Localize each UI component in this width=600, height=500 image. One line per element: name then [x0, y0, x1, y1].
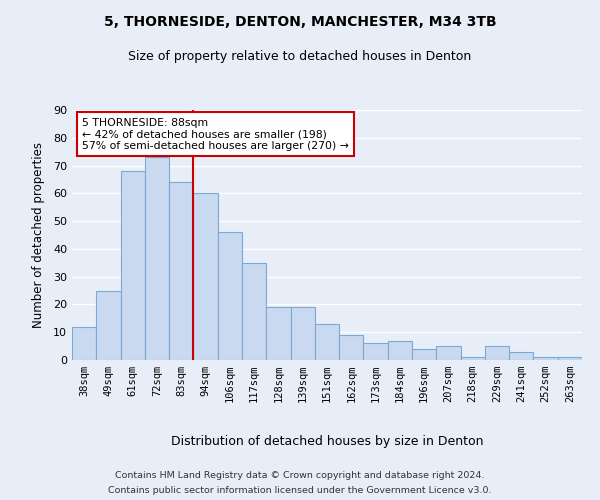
Bar — [461, 357, 485, 360]
Bar — [266, 307, 290, 360]
Bar — [218, 232, 242, 360]
Text: Distribution of detached houses by size in Denton: Distribution of detached houses by size … — [171, 435, 483, 448]
Bar — [558, 357, 582, 360]
Text: Contains HM Land Registry data © Crown copyright and database right 2024.: Contains HM Land Registry data © Crown c… — [115, 471, 485, 480]
Y-axis label: Number of detached properties: Number of detached properties — [32, 142, 44, 328]
Bar — [96, 290, 121, 360]
Bar — [364, 344, 388, 360]
Bar — [145, 157, 169, 360]
Bar — [339, 335, 364, 360]
Bar — [412, 349, 436, 360]
Bar — [290, 307, 315, 360]
Bar — [193, 194, 218, 360]
Bar — [436, 346, 461, 360]
Bar — [242, 263, 266, 360]
Bar — [509, 352, 533, 360]
Bar — [72, 326, 96, 360]
Text: Contains public sector information licensed under the Government Licence v3.0.: Contains public sector information licen… — [108, 486, 492, 495]
Bar — [121, 171, 145, 360]
Bar — [315, 324, 339, 360]
Text: Size of property relative to detached houses in Denton: Size of property relative to detached ho… — [128, 50, 472, 63]
Bar — [533, 357, 558, 360]
Bar — [485, 346, 509, 360]
Text: 5 THORNESIDE: 88sqm
← 42% of detached houses are smaller (198)
57% of semi-detac: 5 THORNESIDE: 88sqm ← 42% of detached ho… — [82, 118, 349, 150]
Bar — [169, 182, 193, 360]
Bar — [388, 340, 412, 360]
Text: 5, THORNESIDE, DENTON, MANCHESTER, M34 3TB: 5, THORNESIDE, DENTON, MANCHESTER, M34 3… — [104, 15, 496, 29]
